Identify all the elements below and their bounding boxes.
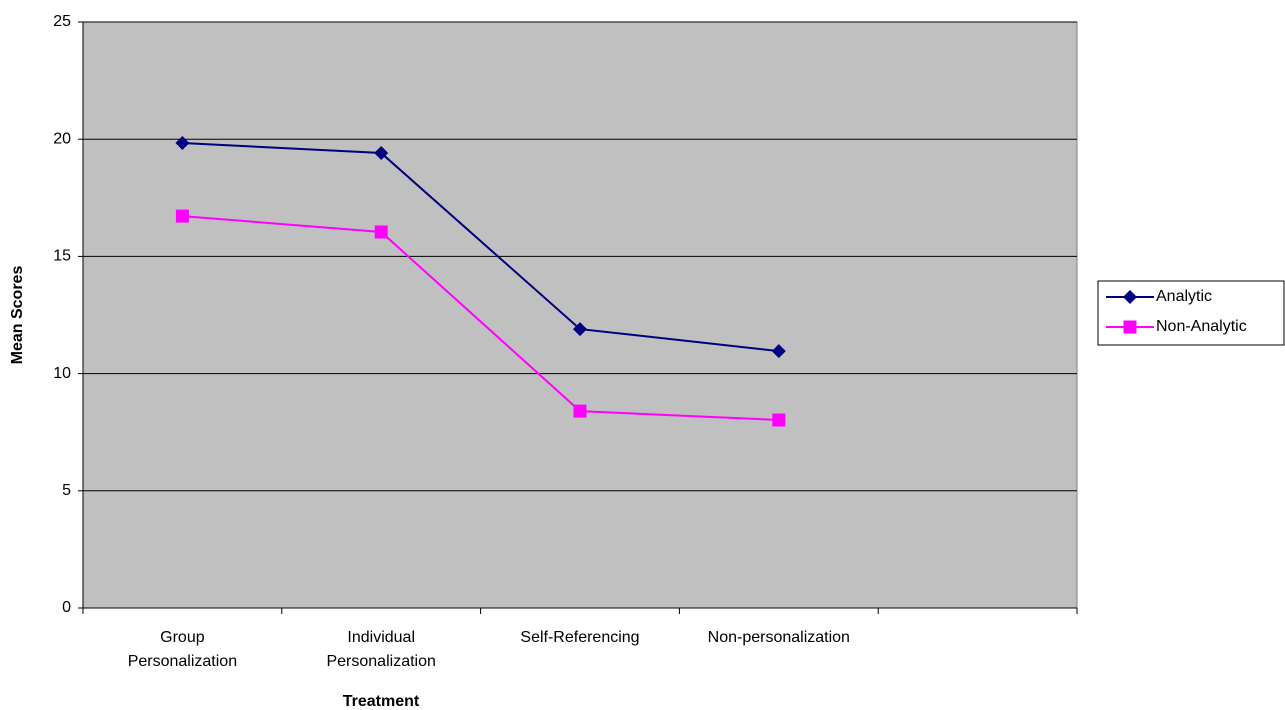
marker bbox=[573, 322, 587, 337]
legend-label: Non-Analytic bbox=[1156, 318, 1247, 335]
x-tick-label: Self-Referencing bbox=[520, 629, 639, 646]
y-tick-label: 5 bbox=[62, 482, 71, 499]
marker bbox=[374, 225, 388, 239]
x-tick-label: Non-personalization bbox=[708, 629, 850, 646]
marker bbox=[175, 135, 190, 150]
legend-marker bbox=[1123, 320, 1137, 334]
y-tick-label: 0 bbox=[62, 599, 71, 616]
series-line bbox=[182, 215, 779, 422]
series-line bbox=[182, 141, 779, 353]
marker bbox=[771, 344, 786, 359]
y-tick-label: 25 bbox=[53, 13, 71, 30]
plot-area bbox=[82, 21, 1078, 609]
x-tick-label: Individual Personalization bbox=[326, 629, 435, 670]
x-tick-label: Group Personalization bbox=[128, 629, 237, 670]
marker bbox=[772, 413, 786, 427]
y-axis-title: Mean Scores bbox=[9, 266, 26, 365]
legend-marker bbox=[1123, 290, 1137, 304]
y-tick-label: 15 bbox=[53, 248, 71, 265]
marker bbox=[374, 146, 389, 161]
legend-label: Analytic bbox=[1156, 288, 1212, 305]
x-axis-title: Treatment bbox=[343, 693, 420, 710]
marker bbox=[175, 209, 189, 223]
marker bbox=[573, 404, 587, 418]
y-tick-label: 10 bbox=[53, 365, 71, 382]
y-tick-label: 20 bbox=[53, 130, 71, 147]
